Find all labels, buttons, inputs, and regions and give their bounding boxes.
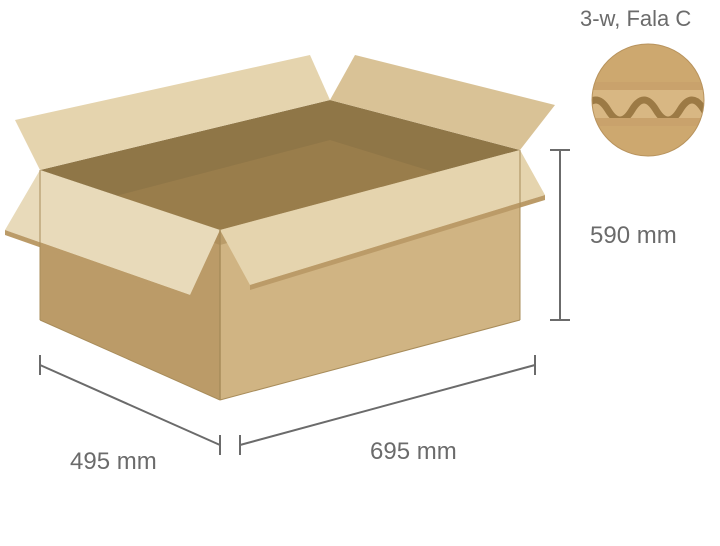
material-label: 3-w, Fala C (580, 6, 691, 32)
width-label: 695 mm (370, 438, 457, 466)
material-swatch (588, 40, 708, 160)
depth-label: 495 mm (70, 448, 157, 476)
height-label: 590 mm (590, 222, 677, 250)
